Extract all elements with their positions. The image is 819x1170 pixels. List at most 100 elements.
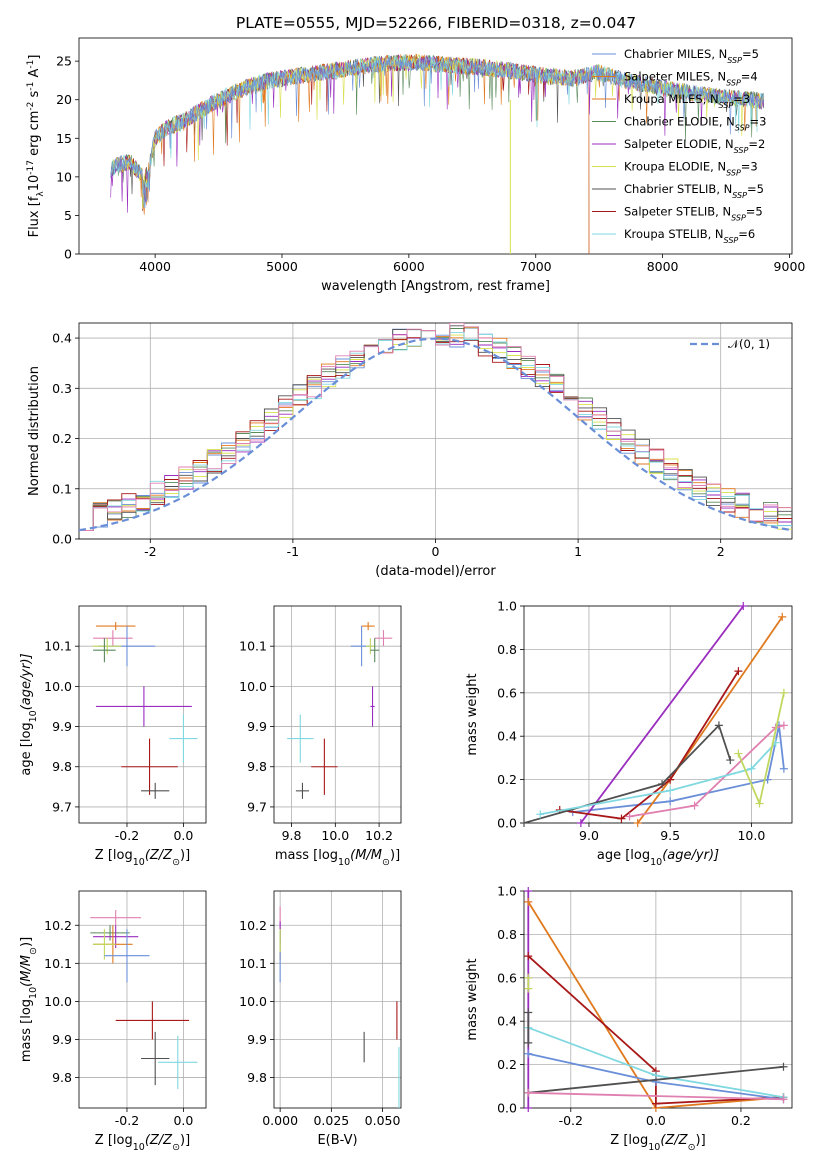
y-tick-label: 0.2: [52, 431, 72, 446]
y-label-part: s: [27, 90, 42, 101]
y-tick-label: 1.0: [497, 884, 517, 899]
y-axis-label: mass weight: [465, 673, 480, 755]
y-tick-label: 9.8: [52, 1070, 72, 1085]
weight-line: [559, 670, 740, 820]
x-axis-label-part: (Z/Z: [145, 1133, 173, 1148]
x-axis-label-base: Z [log: [95, 1133, 133, 1148]
axes-frame: [523, 605, 793, 824]
weight-marker: [524, 1104, 533, 1112]
weight-marker: [778, 612, 787, 621]
x-axis-label-part: 10: [133, 1142, 145, 1153]
legend-sub: SSP: [734, 146, 749, 155]
y-tick-label: 0.6: [497, 970, 517, 985]
weight-marker: [734, 749, 743, 758]
y-axis-label-part: (age/yr)]: [19, 653, 34, 710]
y-tick-label: 20: [56, 92, 72, 107]
legend-name: Salpeter ELODIE, N: [624, 137, 734, 151]
y-tick-label: 10.0: [239, 679, 267, 694]
weight-marker: [524, 1038, 533, 1047]
y-axis-label: mass [log10(M/M⊙)]: [19, 937, 39, 1062]
y-tick-label: 10.1: [44, 639, 72, 654]
weight-marker: [779, 764, 788, 773]
x-axis-label-part: )]: [390, 848, 400, 863]
y-tick-label: 0.4: [497, 729, 517, 744]
x-tick-label: 0: [432, 544, 440, 559]
y-axis-label-base: age [log: [19, 722, 34, 775]
legend-value: =3: [750, 115, 767, 129]
y-tick-label: 9.9: [247, 1032, 267, 1047]
y-label-part: -1: [26, 60, 36, 69]
x-axis-label-part: ⊙: [382, 857, 390, 868]
x-axis-label: mass [log10(M/M⊙)]: [275, 848, 400, 868]
weight-marker: [666, 786, 675, 795]
legend-value: =5: [746, 205, 763, 219]
y-tick-label: 9.9: [52, 1032, 72, 1047]
y-label-part: A: [27, 69, 42, 82]
x-axis-label-part: 10: [648, 1142, 660, 1153]
axes-frame: [273, 605, 402, 824]
y-label-part: ]: [27, 55, 42, 60]
x-tick-label: 0.0: [173, 1113, 193, 1128]
legend-name: Salpeter MILES, N: [624, 70, 726, 84]
legend-name: Kroupa ELODIE, N: [624, 160, 726, 174]
legend-label: Chabrier STELIB, NSSP=5: [624, 182, 764, 200]
y-tick-label: 15: [56, 131, 72, 146]
legend-value: =4: [741, 70, 758, 84]
weight-line: [580, 606, 745, 823]
y-axis-label: age [log10(age/yr)]: [19, 653, 39, 775]
x-axis-label-part: (M/M: [350, 848, 382, 863]
legend-name: Salpeter STELIB, N: [624, 205, 731, 219]
x-tick-label: 0.000: [262, 1113, 298, 1128]
weight-marker: [779, 721, 788, 730]
weight-marker: [520, 819, 528, 827]
y-label-part: erg cm: [27, 111, 42, 160]
x-tick-label: -0.2: [115, 1113, 139, 1128]
y-tick-label: 0.4: [497, 1014, 517, 1029]
spectrum-panel: 4000 5000 6000 7000 8000 9000 0 5 10 15 20 25 wavele…: [26, 37, 805, 294]
y-tick-label: 9.9: [52, 719, 72, 734]
y-axis-label-part: 10: [28, 710, 39, 722]
x-axis-label-part: )]: [696, 1133, 706, 1148]
x-tick-label: -2: [144, 544, 156, 559]
y-tick-label: 9.9: [247, 719, 267, 734]
y-tick-label: 0.0: [52, 532, 72, 547]
y-tick-label: 0.8: [497, 927, 517, 942]
axes-frame: [78, 605, 207, 824]
y-label-part: -1: [26, 82, 36, 91]
y-tick-label: 9.8: [247, 1070, 267, 1085]
x-tick-label: 10.0: [737, 828, 765, 843]
y-axis-label-part: 10: [28, 987, 39, 999]
weight-marker: [524, 1008, 533, 1017]
weight-marker: [625, 812, 634, 821]
y-tick-label: 0.8: [497, 642, 517, 657]
x-tick-label: 2: [717, 544, 725, 559]
legend-label: Salpeter STELIB, NSSP=5: [624, 205, 763, 223]
x-axis-label-base: Z [log: [610, 1133, 648, 1148]
x-axis-label-part: (Z/Z: [145, 848, 173, 863]
x-axis-label-part: 10: [133, 857, 145, 868]
weight-line: [527, 955, 784, 1105]
y-tick-label: 0.3: [52, 381, 72, 396]
x-axis-label-part: 10: [338, 857, 350, 868]
x-axis-label-part: (age/yr)]: [662, 848, 719, 863]
x-tick-label: 6000: [393, 259, 425, 274]
y-axis-label: Flux [fλ10-17 erg cm-2 s-1 A-1]: [26, 55, 46, 238]
x-tick-label: 0.0: [173, 828, 193, 843]
y-tick-label: 10.1: [239, 956, 267, 971]
y-tick-label: 0.0: [497, 1101, 517, 1116]
legend-label: Chabrier MILES, NSSP=5: [624, 47, 759, 65]
x-axis-label: Z [log10(Z/Z⊙)]: [95, 848, 190, 868]
y-label-part: -17: [26, 160, 36, 175]
x-tick-label: 10.0: [321, 828, 349, 843]
x-tick-label: 0.025: [313, 1113, 349, 1128]
y-tick-label: 5: [64, 208, 72, 223]
y-tick-label: 0.4: [52, 331, 72, 346]
x-tick-label: 0.2: [731, 1113, 751, 1128]
x-axis-label-part: ⊙: [172, 857, 180, 868]
age-vs-Z-panel: -0.2 0.09.79.89.910.010.1Z [log10(Z/Z⊙)]a…: [19, 605, 207, 868]
legend-name: Chabrier MILES, N: [624, 47, 727, 61]
weight-marker: [779, 1062, 788, 1071]
y-tick-label: 10.0: [44, 679, 72, 694]
weight-marker: [779, 1095, 788, 1104]
x-tick-label: -0.2: [559, 1113, 583, 1128]
